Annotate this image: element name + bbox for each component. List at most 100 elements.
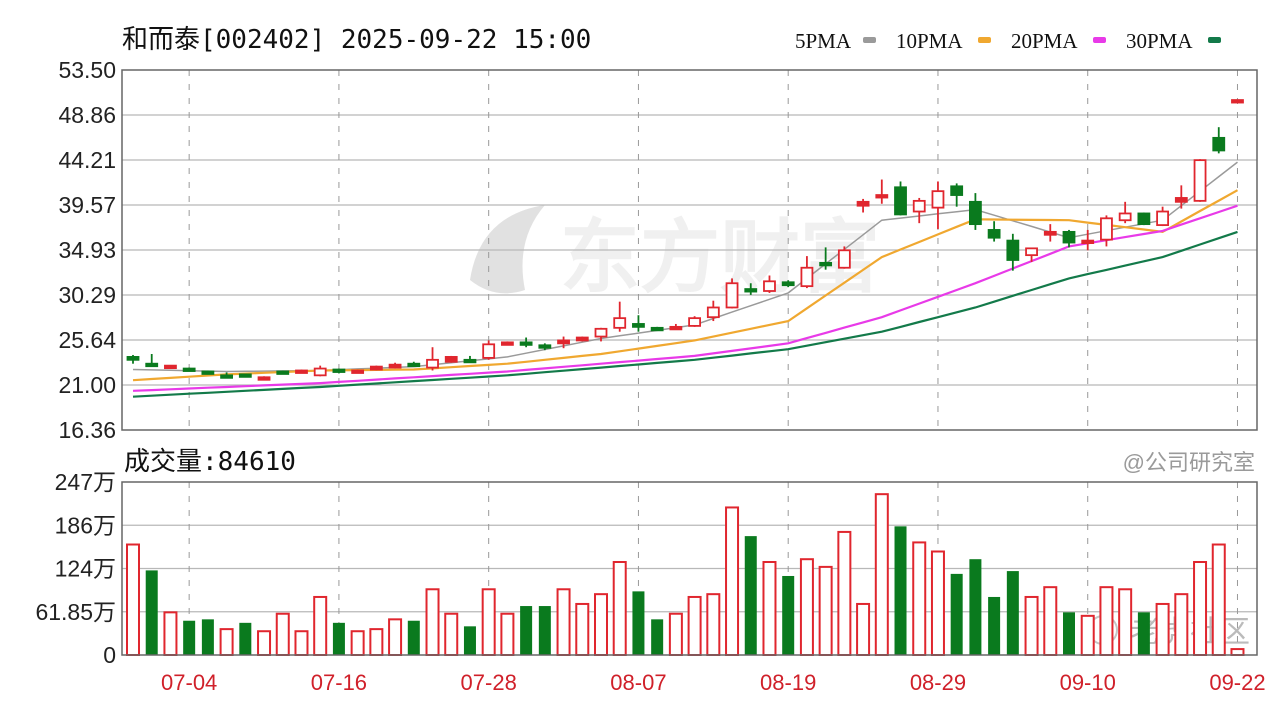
- candle: [819, 247, 833, 270]
- candle-body: [1193, 159, 1207, 202]
- candle-body: [313, 367, 327, 377]
- date-label: 08-29: [910, 670, 966, 695]
- tiger-watermark-text: 老虎社区: [1130, 616, 1250, 649]
- volume-bar: [969, 559, 982, 655]
- volume-bar: [369, 628, 384, 656]
- volume-bar: [762, 560, 777, 656]
- candle: [238, 373, 252, 378]
- candle: [856, 198, 870, 213]
- volume-bar: [201, 619, 214, 655]
- volume-bar: [1099, 586, 1114, 657]
- candle-body: [800, 266, 814, 288]
- legend-label: 10PMA: [896, 29, 963, 53]
- candle-body: [1137, 212, 1151, 226]
- author-watermark: @公司研究室: [1123, 450, 1255, 475]
- candle: [1231, 99, 1244, 104]
- candle: [875, 179, 889, 204]
- candle-body: [407, 362, 421, 368]
- candle-body: [538, 344, 552, 349]
- legend-label: 5PMA: [795, 29, 852, 53]
- candle-body: [369, 365, 383, 371]
- candle: [650, 326, 664, 332]
- candle-body: [1006, 239, 1020, 261]
- candle: [1174, 185, 1188, 209]
- candle-body: [1212, 136, 1226, 152]
- candle: [1118, 201, 1132, 224]
- volume-bar: [988, 596, 1001, 655]
- legend-label: 30PMA: [1126, 29, 1193, 53]
- date-label: 09-22: [1209, 670, 1265, 695]
- candlesticks: [126, 99, 1244, 381]
- legend-swatch: [1208, 37, 1221, 43]
- candle: [500, 341, 514, 346]
- candle-body: [426, 358, 439, 369]
- volume-bar: [1006, 571, 1019, 655]
- volume-bar: [725, 506, 740, 656]
- candle: [1081, 229, 1095, 251]
- candle-body: [126, 356, 140, 361]
- legend: 5PMA 10PMA 20PMA 30PMA: [795, 29, 1221, 53]
- candle-body: [182, 367, 196, 372]
- candle: [1025, 247, 1038, 262]
- candle-body: [388, 363, 402, 369]
- candle-body: [819, 261, 833, 267]
- candle-body: [837, 249, 851, 269]
- volume-bar: [950, 573, 963, 655]
- volume-panel-frame: [121, 481, 1258, 656]
- volume-bar: [1230, 648, 1245, 656]
- candle: [1156, 206, 1169, 227]
- candle: [313, 365, 327, 377]
- candle: [145, 354, 159, 368]
- volume-bar: [183, 620, 196, 655]
- candle-body: [482, 343, 496, 359]
- candle: [931, 181, 945, 229]
- chart-title: 和而泰[002402] 2025-09-22 15:00: [122, 25, 591, 55]
- volume-bar: [706, 593, 721, 656]
- volume-bar: [744, 536, 757, 655]
- date-label: 07-28: [461, 670, 517, 695]
- candle: [613, 301, 627, 332]
- candle-body: [725, 282, 739, 309]
- candle-body: [744, 288, 758, 293]
- candle: [781, 280, 795, 288]
- candle: [894, 181, 907, 216]
- legend-swatch: [1093, 37, 1106, 43]
- candle-body: [444, 356, 458, 363]
- candle: [276, 370, 290, 375]
- date-label: 07-16: [311, 670, 367, 695]
- volume-bar: [1080, 614, 1095, 657]
- volume-bar: [856, 602, 871, 657]
- candle: [1062, 229, 1076, 248]
- candle-body: [332, 368, 346, 373]
- candle: [912, 197, 926, 224]
- volume-bar: [612, 560, 627, 656]
- candle-body: [987, 229, 1001, 239]
- candle: [1193, 159, 1207, 202]
- volume-bars: [126, 493, 1245, 657]
- candle: [482, 340, 496, 360]
- candle-body: [632, 323, 645, 328]
- volume-bar: [1118, 588, 1133, 656]
- eastmoney-watermark-text: 东方财富: [560, 213, 880, 302]
- candle-body: [1025, 247, 1038, 257]
- volume-bar: [425, 588, 440, 656]
- candle: [950, 183, 964, 207]
- candle-body: [650, 326, 664, 332]
- candle-body: [145, 362, 159, 368]
- volume-bar: [275, 612, 290, 656]
- date-label: 07-04: [161, 670, 217, 695]
- candle-body: [295, 369, 308, 374]
- candle-body: [969, 200, 982, 226]
- volume-header: 成交量:84610: [124, 447, 296, 477]
- candle: [837, 246, 851, 269]
- candle: [351, 369, 365, 374]
- volume-bar: [687, 595, 702, 656]
- volume-bar: [257, 630, 272, 656]
- candle: [1137, 212, 1151, 226]
- candle-body: [1174, 197, 1188, 203]
- candle: [426, 347, 439, 371]
- legend-label: 20PMA: [1011, 29, 1078, 53]
- axes: 53.50 48.86 44.21 39.57 34.93 30.29 25.64 21.00…: [35, 57, 1265, 695]
- candle: [800, 256, 814, 289]
- candle: [669, 323, 683, 331]
